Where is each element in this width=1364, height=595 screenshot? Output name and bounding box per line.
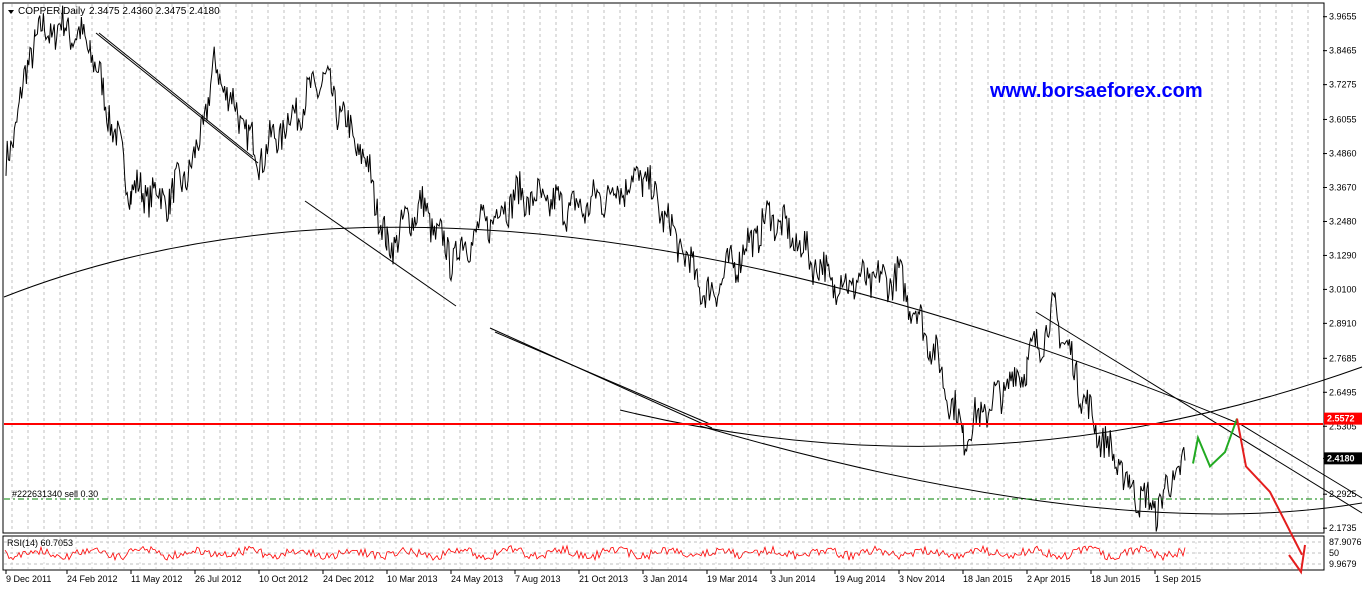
x-tick-label: 11 May 2012: [131, 574, 182, 584]
ohlc-values: 2.3475 2.4360 2.3475 2.4180: [89, 6, 220, 17]
price-series: [5, 5, 1186, 532]
y-tick-label: 3.8465: [1329, 46, 1357, 56]
x-tick-label: 10 Oct 2012: [259, 574, 308, 584]
y-tick-label: 3.9655: [1329, 12, 1357, 22]
y-tick-label: 2.2925: [1329, 489, 1357, 499]
x-tick-label: 19 Mar 2014: [707, 574, 758, 584]
forecast-up-path: [1192, 418, 1238, 469]
rsi-level-label: 87.9076: [1329, 537, 1362, 547]
x-tick-label: 18 Jun 2015: [1091, 574, 1141, 584]
x-tick-label: 2 Apr 2015: [1027, 574, 1071, 584]
y-tick-label: 3.7275: [1329, 80, 1357, 90]
x-tick-label: 24 May 2013: [451, 574, 503, 584]
trendline-layer: [3, 32, 1363, 515]
arc-lower: [699, 425, 1363, 515]
x-tick-label: 26 Jul 2012: [195, 574, 242, 584]
x-tick-label: 24 Dec 2012: [323, 574, 374, 584]
x-tick-label: 3 Nov 2014: [899, 574, 945, 584]
order-label: #222631340 sell 0.30: [12, 489, 98, 499]
y-tick-label: 3.3670: [1329, 183, 1357, 193]
trendline-down-2: [98, 32, 254, 158]
y-tick-label: 2.6495: [1329, 387, 1357, 397]
current-price-marker-text: 2.4180: [1327, 453, 1355, 463]
forecast-arrows: [1192, 418, 1306, 575]
watermark-url: www.borsaeforex.com: [989, 80, 1203, 102]
x-tick-label: 24 Feb 2012: [67, 574, 118, 584]
y-tick-label: 3.2480: [1329, 216, 1357, 226]
price-line: [5, 5, 1186, 532]
arc-upper: [3, 226, 1363, 499]
main-frame: [2, 2, 1325, 534]
x-tick-label: 21 Oct 2013: [579, 574, 628, 584]
x-tick-label: 9 Dec 2011: [6, 574, 51, 584]
x-tick-label: 18 Jan 2015: [963, 574, 1013, 584]
y-tick-label: 3.0100: [1329, 284, 1357, 294]
x-tick-label: 3 Jun 2014: [771, 574, 816, 584]
y-tick-label: 3.1290: [1329, 250, 1357, 260]
price-markers: 2.5572 2.4180: [1324, 412, 1362, 465]
y-tick-label: 3.6055: [1329, 114, 1357, 124]
rsi-level-label: 50: [1329, 548, 1339, 558]
y-tick-label: 3.4860: [1329, 149, 1357, 159]
y-tick-label: 2.5305: [1329, 421, 1357, 431]
arc-middle: [619, 366, 1363, 447]
symbol-label: COPPER,Daily: [18, 6, 85, 17]
rsi-level-label: 9.9679: [1329, 559, 1357, 569]
y-tick-label: 2.1735: [1329, 523, 1357, 533]
resistance-marker-text: 2.5572: [1327, 414, 1355, 424]
x-tick-label: 19 Aug 2014: [835, 574, 886, 584]
x-tick-label: 10 Mar 2013: [387, 574, 438, 584]
trendline-down-1: [95, 32, 259, 164]
resistance-marker: [1324, 412, 1362, 425]
y-tick-label: 2.8910: [1329, 318, 1357, 328]
x-axis: 9 Dec 2011 24 Feb 2012 11 May 2012 26 Jul 2…: [5, 570, 1201, 584]
forecast-down-path: [1236, 418, 1303, 556]
trendline-down-4: [489, 327, 713, 429]
rsi-frame: [2, 535, 1325, 571]
x-tick-label: 1 Sep 2015: [1155, 574, 1201, 584]
y-tick-label: 2.7685: [1329, 353, 1357, 363]
rsi-label: RSI(14) 60.7053: [7, 538, 73, 548]
collapse-arrow-icon[interactable]: [8, 10, 14, 14]
trendline-down-5: [494, 331, 711, 425]
x-tick-label: 3 Jan 2014: [643, 574, 688, 584]
trendline-down-6: [1035, 311, 1363, 514]
arrow-down-icon: [1288, 544, 1306, 575]
trendline-down-3: [304, 200, 457, 307]
x-tick-label: 7 Aug 2013: [515, 574, 561, 584]
current-price-marker: [1324, 452, 1362, 465]
